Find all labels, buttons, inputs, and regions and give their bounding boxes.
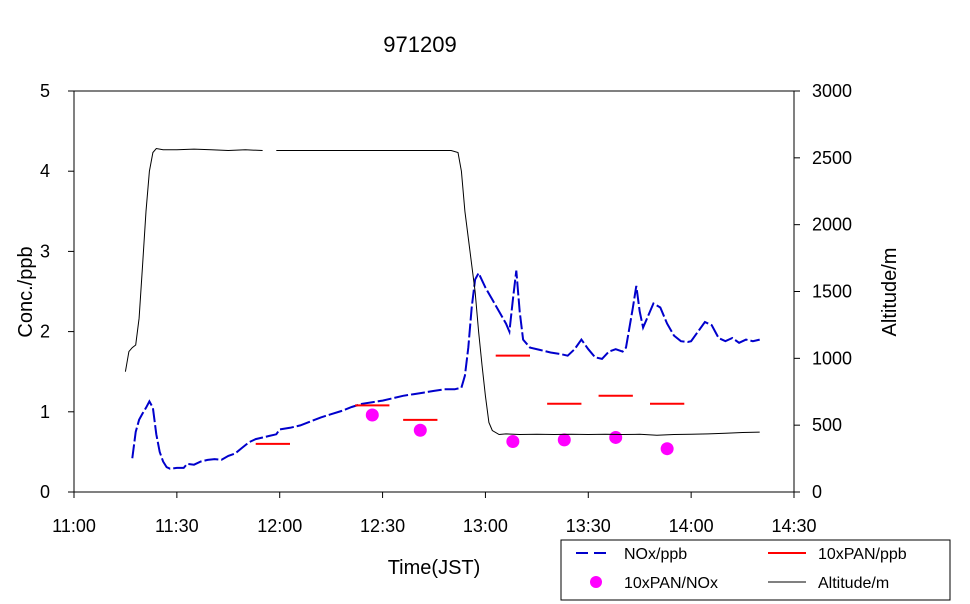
legend-box — [560, 539, 951, 601]
y-tick-label: 1 — [40, 402, 50, 422]
pan-nox-ratio-point — [413, 423, 427, 437]
x-tick-labels: 11:00 11:30 12:00 12:30 13:00 13:30 14:00 14:30 — [52, 516, 816, 536]
plot-area-frame — [73, 90, 795, 493]
y2-tick-label: 0 — [812, 482, 822, 502]
legend: NOx/ppb 10xPAN/ppb 10xPAN/NOx Altitude/m — [560, 539, 951, 601]
y-tick-label: 3 — [40, 241, 50, 261]
y2-tick-label: 500 — [812, 415, 842, 435]
x-tick-label: 11:30 — [155, 516, 199, 536]
altitude-line — [124, 147, 760, 436]
y2-tick-label: 1000 — [812, 348, 852, 368]
x-tick-label: 11:00 — [52, 516, 96, 536]
nox-line — [131, 270, 760, 470]
y-axis-label: Conc./ppb — [15, 246, 37, 337]
legend-nox-label: NOx/ppb — [624, 546, 687, 563]
x-tick-label: 12:00 — [257, 516, 302, 536]
x-tick-label: 14:00 — [669, 516, 714, 536]
y2-tick-label: 1500 — [812, 282, 852, 302]
y2-tick-labels: 0 500 1000 1500 2000 2500 3000 — [812, 81, 852, 502]
series-layer — [124, 147, 760, 470]
y2-tick-label: 3000 — [812, 81, 852, 101]
pan-nox-ratio-point — [365, 408, 379, 422]
y-tick-label: 0 — [40, 482, 50, 502]
y2-tick-label: 2000 — [812, 215, 852, 235]
legend-ratio-swatch — [590, 576, 602, 588]
legend-ratio-label: 10xPAN/NOx — [624, 575, 718, 592]
y-tick-label: 5 — [40, 81, 50, 101]
chart-title: 971209 — [383, 32, 456, 57]
y2-tick-label: 2500 — [812, 148, 852, 168]
x-axis-label: Time(JST) — [388, 557, 481, 579]
legend-altitude-label: Altitude/m — [818, 575, 889, 592]
axis-ticks — [68, 90, 800, 498]
x-tick-label: 12:30 — [360, 516, 405, 536]
pan-nox-ratio-point — [660, 442, 674, 456]
y-tick-label: 4 — [40, 161, 50, 181]
pan-nox-ratio-point — [557, 433, 571, 447]
x-tick-label: 13:00 — [463, 516, 508, 536]
legend-pan-label: 10xPAN/ppb — [818, 546, 907, 563]
x-tick-label: 14:30 — [771, 516, 816, 536]
y-tick-label: 2 — [40, 322, 50, 342]
y2-axis-label: Altitude/m — [879, 248, 901, 337]
pan-nox-ratio-point — [506, 434, 520, 448]
y-tick-labels: 0 1 2 3 4 5 — [40, 81, 50, 502]
x-tick-label: 13:30 — [566, 516, 611, 536]
pan-nox-ratio-point — [609, 430, 623, 444]
